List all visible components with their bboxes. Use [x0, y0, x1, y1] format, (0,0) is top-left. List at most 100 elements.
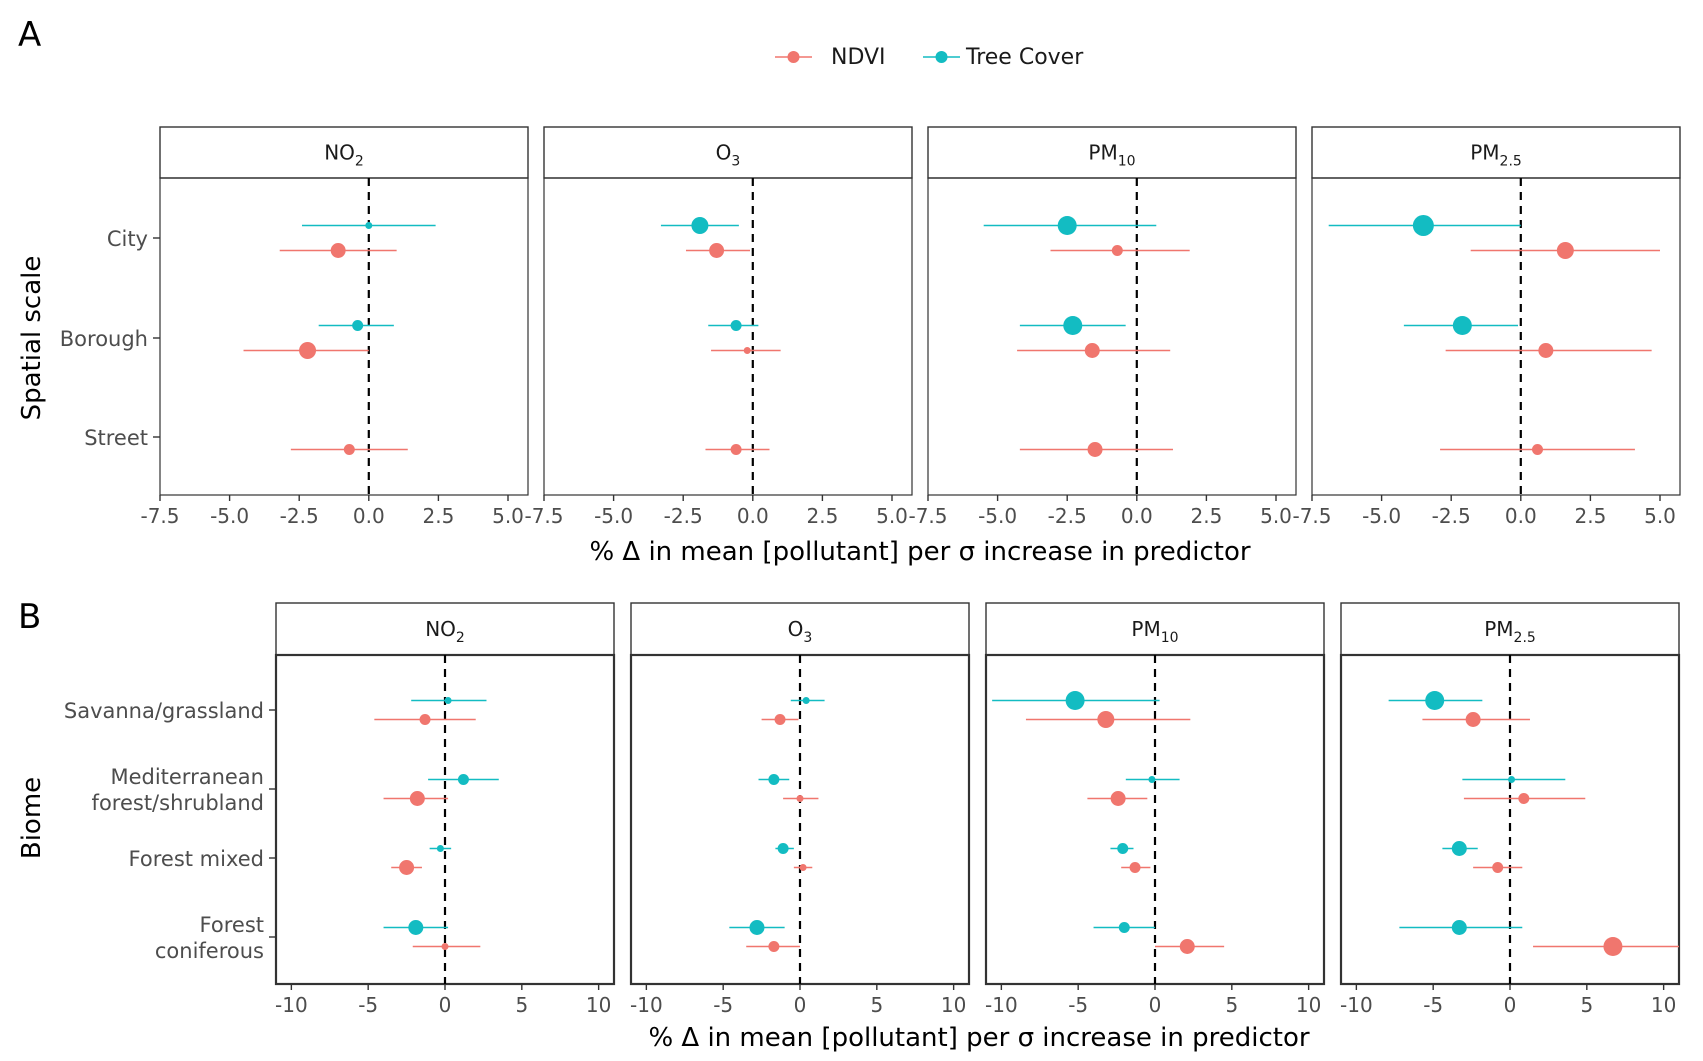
- x-tick-label: 5.0: [1260, 504, 1292, 528]
- point-ndvi-forest-coniferous: [1603, 937, 1623, 956]
- x-axis-title: % Δ in mean [pollutant] per σ increase i…: [648, 1023, 1309, 1053]
- point-ndvi-borough: [299, 342, 317, 359]
- y-tick-label-borough: Borough: [60, 327, 148, 351]
- x-tick-label: 10: [1651, 993, 1676, 1017]
- point-tree-cover-forest-coniferous: [1451, 920, 1467, 935]
- facet-title: O3: [788, 617, 813, 646]
- x-tick-label: -5.0: [1362, 504, 1401, 528]
- point-ndvi-forest-mixed: [1492, 862, 1504, 873]
- y-axis-title: Spatial scale: [17, 256, 47, 421]
- point-ndvi-city: [709, 243, 725, 258]
- point-tree-cover-mediterranean-forest-shrubland: [1148, 776, 1156, 783]
- facet-o3: O3 -10 -5 0 5 10: [629, 602, 971, 1017]
- point-ndvi-city: [330, 243, 346, 258]
- point-ndvi-forest-coniferous: [441, 943, 449, 950]
- x-tick-label: -5: [1068, 993, 1088, 1017]
- x-tick-label: -10: [985, 993, 1018, 1017]
- point-ndvi-savanna-grassland: [419, 714, 431, 725]
- legend-label-ndvi: NDVI: [831, 45, 886, 70]
- x-tick-label: 5: [1580, 993, 1593, 1017]
- facet-pm10: PM10 -10 -5 0 5 10: [984, 602, 1326, 1017]
- point-tree-cover-savanna-grassland: [802, 697, 810, 704]
- point-tree-cover-forest-mixed: [436, 845, 444, 852]
- x-tick-label: 5.0: [492, 504, 524, 528]
- point-tree-cover-forest-coniferous: [408, 920, 424, 935]
- facet-no2: NO2 -10 -5 0 5 10: [274, 602, 616, 1017]
- point-ndvi-forest-coniferous: [1179, 939, 1195, 954]
- facet-title: PM2.5: [1470, 141, 1522, 170]
- legend-label-tree-cover: Tree Cover: [965, 45, 1084, 70]
- point-tree-cover-mediterranean-forest-shrubland: [768, 774, 780, 785]
- y-tick-label-forest-mixed: Forest mixed: [129, 847, 264, 871]
- facet-panel-border: [159, 177, 529, 496]
- x-tick-label: 0: [1504, 993, 1517, 1017]
- point-ndvi-mediterranean-forest-shrubland: [1110, 791, 1126, 806]
- point-tree-cover-city: [1412, 215, 1434, 236]
- point-tree-cover-borough: [1452, 316, 1472, 335]
- point-ndvi-street: [730, 444, 742, 455]
- point-ndvi-forest-coniferous: [768, 941, 780, 952]
- point-tree-cover-savanna-grassland: [1425, 691, 1445, 710]
- point-tree-cover-savanna-grassland: [444, 697, 452, 704]
- x-tick-label: -7.5: [908, 504, 947, 528]
- point-ndvi-mediterranean-forest-shrubland: [409, 791, 425, 806]
- legend-key-tree-cover: [935, 51, 948, 63]
- point-tree-cover-city: [1057, 216, 1077, 235]
- y-tick-label-street: Street: [84, 426, 148, 450]
- point-tree-cover-forest-mixed: [1451, 841, 1467, 856]
- x-tick-label: 5: [1225, 993, 1238, 1017]
- point-tree-cover-borough: [352, 320, 364, 331]
- x-tick-label: -7.5: [524, 504, 563, 528]
- x-tick-label: 10: [1296, 993, 1321, 1017]
- facet-pm10: PM10 -7.5 -5.0 -2.5 0.0 2.5 5.0: [908, 126, 1297, 528]
- y-axis-title: Biome: [17, 777, 47, 859]
- facet-panel-border: [1311, 177, 1681, 496]
- facet-strip: [543, 126, 913, 179]
- point-ndvi-forest-mixed: [1129, 862, 1141, 873]
- point-ndvi-street: [1087, 442, 1103, 457]
- x-tick-label: 10: [586, 993, 611, 1017]
- facet-title: NO2: [425, 617, 465, 646]
- point-tree-cover-forest-coniferous: [1118, 922, 1130, 933]
- x-tick-label: 0.0: [737, 504, 769, 528]
- x-tick-label: -5: [358, 993, 378, 1017]
- x-tick-label: -7.5: [140, 504, 179, 528]
- x-tick-label: -2.5: [1048, 504, 1087, 528]
- x-tick-label: 0.0: [353, 504, 385, 528]
- point-tree-cover-borough: [730, 320, 742, 331]
- facet-strip: [159, 126, 529, 179]
- facet-strip: [1340, 602, 1680, 656]
- x-tick-label: 5: [870, 993, 883, 1017]
- facet-o3: O3 -7.5 -5.0 -2.5 0.0 2.5 5.0: [524, 126, 913, 528]
- point-ndvi-borough: [1084, 343, 1100, 358]
- x-tick-label: -2.5: [664, 504, 703, 528]
- point-ndvi-city: [1556, 242, 1574, 259]
- point-tree-cover-forest-mixed: [777, 843, 789, 854]
- panel-label: A: [18, 15, 41, 55]
- facet-pm2-5: PM2.5 -10 -5 0 5 10: [1339, 602, 1681, 1017]
- facet-strip: [927, 126, 1297, 179]
- facet-title: PM10: [1088, 141, 1135, 170]
- x-tick-label: -2.5: [1432, 504, 1471, 528]
- point-ndvi-mediterranean-forest-shrubland: [796, 795, 804, 802]
- x-tick-label: -2.5: [280, 504, 319, 528]
- legend-item-ndvi: NDVI: [775, 45, 886, 70]
- x-tick-label: 5.0: [876, 504, 908, 528]
- point-ndvi-street: [1532, 444, 1544, 455]
- point-ndvi-savanna-grassland: [774, 714, 786, 725]
- x-tick-label: 2.5: [1190, 504, 1222, 528]
- point-ndvi-street: [343, 444, 355, 455]
- y-tick-label-forest-coniferous: coniferous: [155, 939, 264, 963]
- panel-label: B: [18, 597, 41, 637]
- x-tick-label: 10: [941, 993, 966, 1017]
- y-tick-label-city: City: [107, 227, 148, 251]
- x-tick-label: 0: [794, 993, 807, 1017]
- point-ndvi-borough: [1538, 343, 1554, 358]
- x-tick-label: 0: [1149, 993, 1162, 1017]
- point-tree-cover-mediterranean-forest-shrubland: [1508, 776, 1516, 783]
- x-axis-title: % Δ in mean [pollutant] per σ increase i…: [589, 537, 1250, 567]
- facet-panel-border: [543, 177, 913, 496]
- point-ndvi-city: [1111, 245, 1123, 256]
- point-ndvi-mediterranean-forest-shrubland: [1518, 793, 1530, 804]
